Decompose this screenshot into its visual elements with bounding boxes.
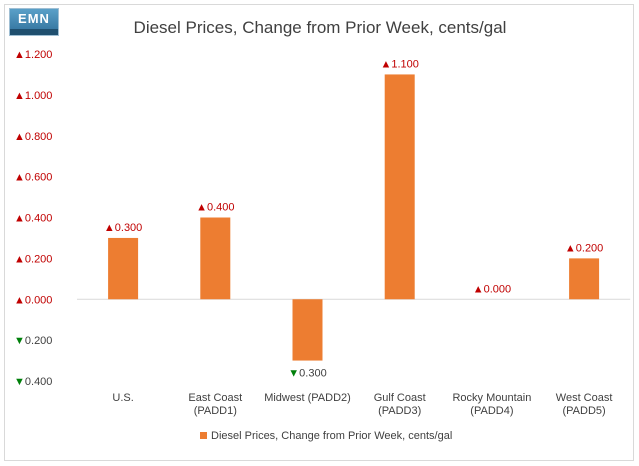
legend-label: Diesel Prices, Change from Prior Week, c… <box>211 430 452 442</box>
up-arrow-icon: ▲ <box>14 213 25 225</box>
y-tick-label: ▲0.400 <box>14 213 52 225</box>
y-tick-label: ▼0.400 <box>14 376 52 388</box>
y-tick-value: 1.000 <box>25 90 53 102</box>
chart-frame <box>4 4 634 461</box>
logo-text: EMN <box>18 11 50 26</box>
y-tick-value: 0.200 <box>25 253 53 265</box>
y-tick-label: ▲1.000 <box>14 90 52 102</box>
down-arrow-icon: ▼ <box>14 335 25 347</box>
chart-title: Diesel Prices, Change from Prior Week, c… <box>134 18 507 37</box>
emn-logo: EMN <box>9 8 59 36</box>
x-tick-label: U.S. <box>112 392 133 404</box>
down-arrow-icon: ▼ <box>14 376 25 388</box>
data-labels: ▲0.300▲0.400▼0.300▲1.100▲0.000▲0.200 <box>104 58 603 379</box>
y-tick-label: ▼0.200 <box>14 335 52 347</box>
x-tick-label: (PADD3) <box>378 405 421 417</box>
up-arrow-icon: ▲ <box>196 202 207 214</box>
y-tick-value: 0.200 <box>25 335 53 347</box>
x-tick-label: Gulf Coast <box>374 392 426 404</box>
up-arrow-icon: ▲ <box>380 58 391 70</box>
x-tick-label: (PADD4) <box>470 405 513 417</box>
y-tick-value: 0.000 <box>25 294 53 306</box>
up-arrow-icon: ▲ <box>14 90 25 102</box>
data-label: ▲0.400 <box>196 202 234 214</box>
x-tick-label: (PADD5) <box>562 405 605 417</box>
up-arrow-icon: ▲ <box>14 253 25 265</box>
bar <box>292 299 323 361</box>
data-label: ▲1.100 <box>380 58 418 70</box>
bar <box>569 258 600 300</box>
y-tick-label: ▲1.200 <box>14 49 52 61</box>
legend: Diesel Prices, Change from Prior Week, c… <box>200 430 452 442</box>
y-tick-label: ▲0.600 <box>14 172 52 184</box>
up-arrow-icon: ▲ <box>565 242 576 254</box>
data-label-value: 0.200 <box>576 242 604 254</box>
bar <box>108 237 139 300</box>
x-axis: U.S. East Coast(PADD1) Midwest (PADD2) Gulf… <box>112 392 612 417</box>
x-tick-label: Midwest (PADD2) <box>264 392 351 404</box>
data-label: ▲0.200 <box>565 242 603 254</box>
x-tick-label: (PADD1) <box>194 405 237 417</box>
data-label-value: 0.300 <box>115 222 143 234</box>
data-label: ▲0.300 <box>104 222 142 234</box>
down-arrow-icon: ▼ <box>288 368 299 380</box>
y-tick-label: ▲0.000 <box>14 294 52 306</box>
x-tick-label: Rocky Mountain <box>452 392 531 404</box>
y-axis: ▲1.200▲1.000▲0.800▲0.600▲0.400▲0.200▲0.0… <box>14 49 52 388</box>
data-label: ▲0.000 <box>473 283 511 295</box>
up-arrow-icon: ▲ <box>14 49 25 61</box>
logo-underbar <box>10 29 58 35</box>
up-arrow-icon: ▲ <box>14 172 25 184</box>
x-tick-label: East Coast <box>188 392 242 404</box>
up-arrow-icon: ▲ <box>473 283 484 295</box>
data-label: ▼0.300 <box>288 368 326 380</box>
bar <box>200 217 231 300</box>
bar <box>384 74 415 300</box>
legend-swatch <box>200 432 207 439</box>
data-label-value: 0.000 <box>484 283 512 295</box>
y-tick-value: 0.400 <box>25 213 53 225</box>
x-tick-label: West Coast <box>556 392 613 404</box>
y-tick-value: 0.400 <box>25 376 53 388</box>
y-tick-value: 0.600 <box>25 172 53 184</box>
up-arrow-icon: ▲ <box>14 294 25 306</box>
data-label-value: 0.400 <box>207 202 235 214</box>
y-tick-label: ▲0.200 <box>14 253 52 265</box>
y-tick-label: ▲0.800 <box>14 131 52 143</box>
up-arrow-icon: ▲ <box>104 222 115 234</box>
up-arrow-icon: ▲ <box>14 131 25 143</box>
y-tick-value: 0.800 <box>25 131 53 143</box>
data-label-value: 0.300 <box>299 368 327 380</box>
y-tick-value: 1.200 <box>25 49 53 61</box>
bars <box>108 74 600 361</box>
data-label-value: 1.100 <box>391 58 419 70</box>
